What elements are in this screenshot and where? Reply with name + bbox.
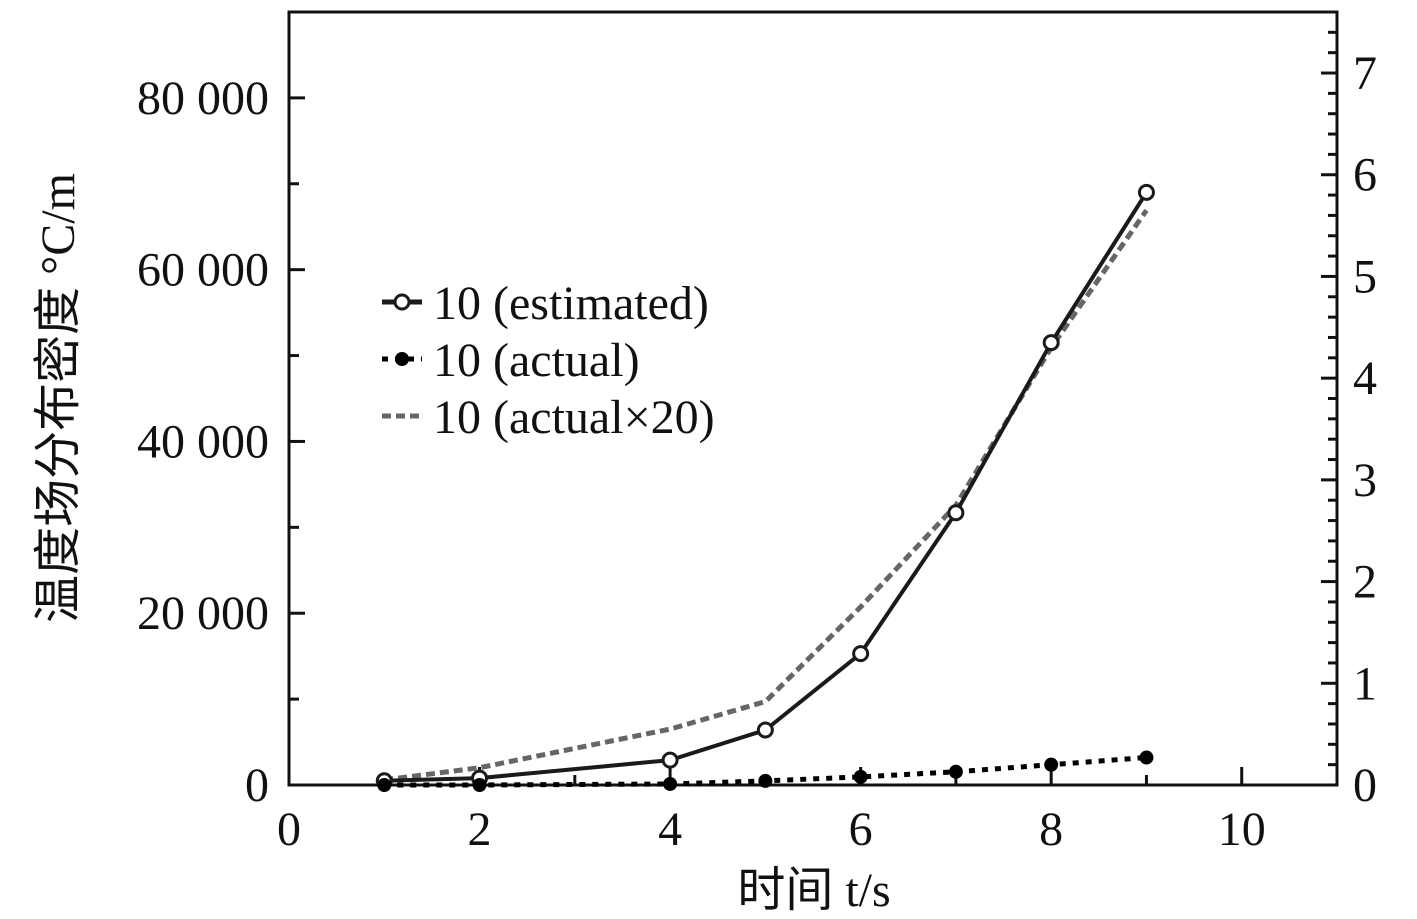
x-tick-label: 6 [849, 803, 873, 856]
y-tick-label: 40 000 [137, 415, 269, 468]
legend-marker [395, 352, 409, 366]
legend: 10 (estimated)10 (actual)10 (actual×20) [382, 277, 715, 444]
legend-marker [393, 293, 411, 311]
data-point [852, 645, 870, 663]
series-line [384, 755, 1147, 788]
y-tick-label: 20 000 [137, 587, 269, 640]
y2-tick-label: 5 [1353, 250, 1377, 303]
x-tick-label: 8 [1039, 803, 1063, 856]
y2-tick-label: 7 [1353, 47, 1377, 100]
legend-label: 10 (estimated) [433, 277, 709, 330]
y2-tick-label: 3 [1353, 454, 1377, 507]
legend-label: 10 (actual) [433, 334, 640, 387]
data-point [1139, 750, 1154, 765]
y2-tick-label: 6 [1353, 149, 1377, 202]
y-tick-label: 60 000 [137, 244, 269, 297]
data-point [1137, 183, 1155, 201]
y2-tick-label: 0 [1353, 759, 1377, 812]
y-tick-label: 0 [245, 759, 269, 812]
data-point [853, 769, 868, 784]
data-point [661, 751, 679, 769]
legend-label: 10 (actual×20) [433, 391, 715, 444]
y2-tick-label: 2 [1353, 556, 1377, 609]
data-point [947, 504, 965, 522]
data-point [377, 778, 392, 792]
axes: 0 20 000 40 000 60 000 80 000 0 1 2 3 4 5 6 7 0 2 4 6 8 10 [137, 10, 1377, 856]
data-point [1042, 334, 1060, 352]
y2-tick-label: 1 [1353, 657, 1377, 710]
x-axis-label: 时间 t/s [737, 864, 890, 917]
x-tick-label: 4 [658, 803, 682, 856]
x-tick-label: 10 [1218, 803, 1266, 856]
y-tick-label: 80 000 [137, 72, 269, 125]
series-line [384, 191, 1149, 783]
data-point [1044, 757, 1059, 772]
y-axis-label: 温度场分布密度 °C/m [32, 173, 85, 623]
x-tick-label: 0 [277, 803, 301, 856]
x-tick-label: 2 [468, 803, 492, 856]
data-point [472, 778, 487, 792]
data-point [756, 721, 774, 739]
series-layer [375, 183, 1155, 792]
data-point [663, 776, 678, 791]
data-point [948, 764, 963, 779]
y2-tick-label: 4 [1353, 352, 1377, 405]
data-point [758, 773, 773, 788]
